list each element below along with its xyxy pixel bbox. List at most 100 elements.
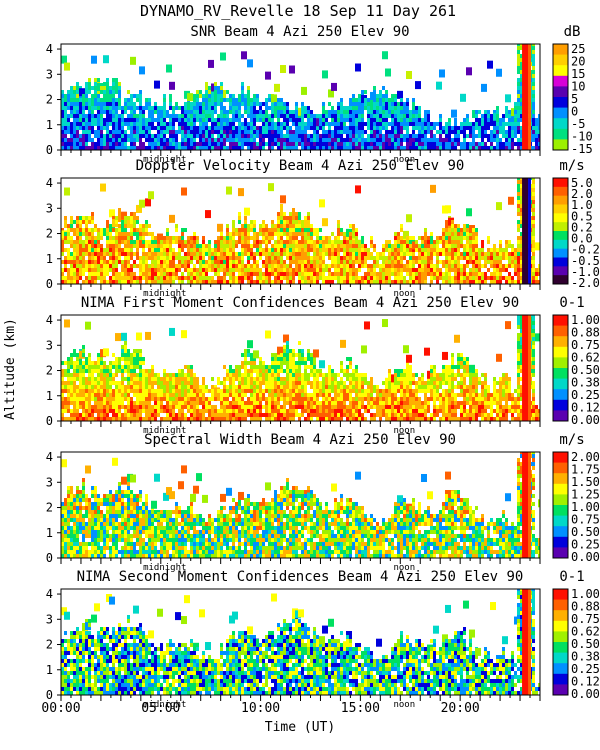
colorbar-label: 0.38 [571, 376, 600, 390]
y-tick-label: 0 [46, 688, 53, 702]
y-tick-label: 0 [46, 551, 53, 565]
colorbar-label: 0.25 [571, 388, 600, 402]
marker-noon: noon [393, 426, 415, 436]
colorbar-unit: 0-1 [559, 295, 584, 311]
colorbar-segment [553, 118, 568, 130]
time-tick-label: 20:00 [441, 701, 480, 716]
colorbar-segment [553, 222, 568, 232]
colorbar-label: 0.38 [571, 650, 600, 664]
colorbar-segment [553, 631, 568, 643]
colorbar-segment [553, 107, 568, 119]
colorbar-unit: 0-1 [559, 569, 584, 585]
colorbar-frame [552, 177, 569, 285]
colorbar-segment [553, 75, 568, 87]
y-tick-label: 2 [46, 501, 53, 515]
marker-midnight: midnight [143, 426, 186, 436]
colorbar-label: 15 [571, 67, 585, 81]
colorbar-frame [552, 588, 569, 696]
heatmap-field [61, 178, 540, 284]
colorbar-label: 0.00 [571, 413, 600, 427]
y-tick-label: 0 [46, 414, 53, 428]
colorbar-label: 0.50 [571, 525, 600, 539]
marker-noon: noon [393, 563, 415, 573]
colorbar-frame [552, 43, 569, 151]
colorbar-segment [553, 257, 568, 267]
colorbar-label: -15 [571, 142, 593, 156]
colorbar-label: 20 [571, 55, 585, 69]
colorbar-segment [553, 231, 568, 241]
heatmap-field [61, 452, 540, 558]
colorbar-label: 1.75 [571, 463, 600, 477]
time-tick-label: 05:00 [141, 701, 180, 716]
colorbar-segment [553, 346, 568, 358]
colorbar-label: 0.12 [571, 675, 600, 689]
colorbar-segment [553, 610, 568, 622]
colorbar-segment [553, 652, 568, 664]
colorbar-segment [553, 515, 568, 527]
colorbar-label: 5 [571, 92, 578, 106]
colorbar-segment [553, 336, 568, 348]
marker-midnight: midnight [143, 700, 186, 710]
colorbar-frame [552, 314, 569, 422]
panel-title: Spectral Width Beam 4 Azi 250 Elev 90 [144, 432, 456, 448]
colorbar-label: 0.25 [571, 662, 600, 676]
figure-title: DYNAMO_RV_Revelle 18 Sep 11 Day 261 [140, 2, 456, 20]
colorbar-label: -2.0 [571, 276, 600, 290]
colorbar-segment [553, 44, 568, 56]
marker-noon: noon [393, 700, 415, 710]
colorbar-label: 1.00 [571, 313, 600, 327]
colorbar-segment [553, 663, 568, 675]
colorbar-label: 0.75 [571, 513, 600, 527]
colorbar-segment [553, 642, 568, 654]
colorbar-label: 0.75 [571, 338, 600, 352]
colorbar-label: 0.00 [571, 550, 600, 564]
colorbar-label: 25 [571, 42, 585, 56]
y-tick-label: 3 [46, 338, 53, 352]
colorbar-label: 0.00 [571, 687, 600, 701]
y-tick-label: 4 [46, 587, 53, 601]
time-axis: 00:00 05:00 10:00 15:00 20:00 [41, 701, 479, 716]
colorbar-segment [553, 399, 568, 411]
y-tick-label: 1 [46, 118, 53, 132]
colorbar-segment [553, 213, 568, 223]
colorbar-label: 1.50 [571, 475, 600, 489]
colorbar-label: -0.5 [571, 254, 600, 268]
marker-noon: noon [393, 155, 415, 165]
y-tick-label: 3 [46, 67, 53, 81]
colorbar-unit: m/s [559, 158, 584, 174]
colorbar-label: -10 [571, 130, 593, 144]
colorbar-label: 0.5 [571, 209, 593, 223]
colorbar-segment [553, 410, 568, 422]
colorbar-segment [553, 248, 568, 258]
colorbar-segment [553, 462, 568, 474]
colorbar-segment [553, 357, 568, 369]
colorbar-label: 0.88 [571, 600, 600, 614]
colorbar-segment [553, 547, 568, 559]
colorbar-label: -1.0 [571, 265, 600, 279]
colorbar-segment [553, 266, 568, 276]
colorbar-label: 2.0 [571, 187, 593, 201]
colorbar-label: -0.2 [571, 243, 600, 257]
colorbar-label: 1.00 [571, 587, 600, 601]
colorbar-label: 0.50 [571, 363, 600, 377]
colorbar-segment [553, 86, 568, 98]
marker-midnight: midnight [143, 563, 186, 573]
panel-title: NIMA Second Moment Confidences Beam 4 Az… [77, 569, 524, 585]
panel-title: Doppler Velocity Beam 4 Azi 250 Elev 90 [136, 158, 465, 174]
colorbar-segment [553, 378, 568, 390]
marker-midnight: midnight [143, 289, 186, 299]
colorbar-label: 5.0 [571, 176, 593, 190]
y-tick-label: 2 [46, 364, 53, 378]
colorbar-segment [553, 325, 568, 337]
time-tick-label: 15:00 [341, 701, 380, 716]
y-tick-label: 1 [46, 526, 53, 540]
colorbar-label: 0.75 [571, 612, 600, 626]
colorbar-segment [553, 65, 568, 77]
heatmap-field [61, 589, 540, 695]
colorbar-label: 0.2 [571, 220, 593, 234]
colorbar-segment [553, 315, 568, 327]
x-axis-label: Time (UT) [265, 720, 335, 735]
colorbar-segment [553, 128, 568, 140]
colorbar-segment [553, 673, 568, 685]
heatmap-field [61, 315, 540, 421]
